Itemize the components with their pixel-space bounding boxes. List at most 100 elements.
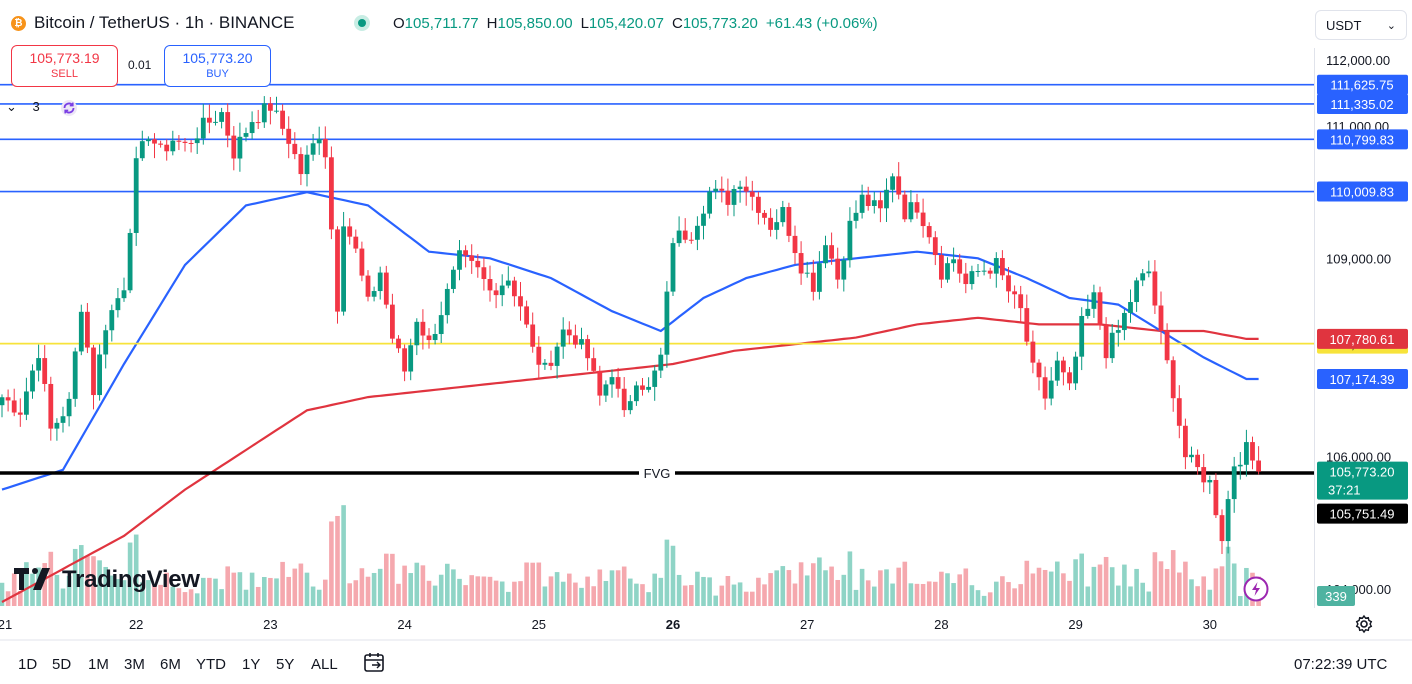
symbol-title[interactable]: Bitcoin / TetherUS · 1h · BINANCE xyxy=(34,13,295,32)
candle-body[interactable] xyxy=(475,260,481,268)
candle-body[interactable] xyxy=(1146,271,1152,274)
candle-body[interactable] xyxy=(133,158,139,233)
candle-body[interactable] xyxy=(585,339,590,359)
candle-body[interactable] xyxy=(1030,341,1036,363)
candle-body[interactable] xyxy=(841,260,847,280)
candle-body[interactable] xyxy=(1042,377,1048,399)
candle-body[interactable] xyxy=(505,280,511,286)
range-button-3m[interactable]: 3M xyxy=(124,656,145,673)
candle-body[interactable] xyxy=(1152,271,1158,306)
candle-body[interactable] xyxy=(701,213,706,226)
buy-button[interactable]: 105,773.20 BUY xyxy=(164,45,271,87)
candle-body[interactable] xyxy=(152,139,157,144)
candle-body[interactable] xyxy=(627,401,633,411)
candle-body[interactable] xyxy=(54,422,60,429)
candle-body[interactable] xyxy=(548,362,554,366)
candle-body[interactable] xyxy=(298,154,304,175)
candle-body[interactable] xyxy=(554,346,560,366)
candle-body[interactable] xyxy=(97,354,102,396)
candle-body[interactable] xyxy=(329,157,334,230)
candle-body[interactable] xyxy=(469,255,475,261)
candle-body[interactable] xyxy=(756,196,761,213)
candle-body[interactable] xyxy=(920,212,926,227)
candle-body[interactable] xyxy=(335,229,340,312)
candle-body[interactable] xyxy=(603,384,609,396)
candle-body[interactable] xyxy=(847,220,853,261)
candle-body[interactable] xyxy=(591,358,597,371)
candle-body[interactable] xyxy=(987,270,993,274)
candle-body[interactable] xyxy=(566,329,572,336)
candle-body[interactable] xyxy=(865,194,871,206)
candle-body[interactable] xyxy=(853,212,859,221)
candle-body[interactable] xyxy=(829,245,834,259)
candle-body[interactable] xyxy=(103,330,109,355)
candle-body[interactable] xyxy=(91,347,96,396)
candle-body[interactable] xyxy=(963,273,969,285)
candle-body[interactable] xyxy=(1006,275,1011,292)
candle-body[interactable] xyxy=(444,288,450,316)
candle-body[interactable] xyxy=(1048,380,1054,399)
candle-body[interactable] xyxy=(902,194,908,220)
market-status-icon[interactable] xyxy=(354,15,370,31)
candle-body[interactable] xyxy=(682,230,688,240)
candle-body[interactable] xyxy=(261,103,267,123)
candle-body[interactable] xyxy=(225,112,231,136)
candle-body[interactable] xyxy=(536,346,542,365)
candle-body[interactable] xyxy=(414,321,420,346)
sell-button[interactable]: 105,773.19 SELL xyxy=(11,45,118,87)
candle-body[interactable] xyxy=(1073,356,1078,384)
candle-body[interactable] xyxy=(579,339,584,345)
range-button-all[interactable]: ALL xyxy=(311,656,338,673)
candle-body[interactable] xyxy=(1061,360,1066,373)
candle-body[interactable] xyxy=(170,140,176,152)
candle-body[interactable] xyxy=(670,243,676,292)
candle-body[interactable] xyxy=(78,311,84,352)
candle-body[interactable] xyxy=(493,290,499,296)
candle-body[interactable] xyxy=(719,188,725,191)
candle-body[interactable] xyxy=(573,335,578,345)
candle-body[interactable] xyxy=(1091,292,1097,309)
candle-body[interactable] xyxy=(951,259,956,264)
candle-body[interactable] xyxy=(1219,515,1225,542)
candle-body[interactable] xyxy=(835,258,841,280)
candle-body[interactable] xyxy=(280,110,285,129)
calendar-icon[interactable] xyxy=(363,651,385,673)
candle-body[interactable] xyxy=(66,398,72,417)
candle-body[interactable] xyxy=(1012,291,1017,295)
range-button-1d[interactable]: 1D xyxy=(18,656,38,673)
candle-body[interactable] xyxy=(1170,360,1176,399)
candle-body[interactable] xyxy=(1085,308,1091,316)
candle-body[interactable] xyxy=(762,212,767,218)
candle-body[interactable] xyxy=(438,315,444,335)
candle-body[interactable] xyxy=(115,298,121,311)
candle-body[interactable] xyxy=(365,275,371,297)
candle-body[interactable] xyxy=(981,270,987,272)
candle-body[interactable] xyxy=(957,259,963,274)
candle-body[interactable] xyxy=(1103,325,1109,359)
candle-body[interactable] xyxy=(353,236,359,249)
sync-icon[interactable] xyxy=(60,99,78,117)
candle-body[interactable] xyxy=(884,189,889,209)
candle-body[interactable] xyxy=(292,143,298,155)
candle-body[interactable] xyxy=(164,144,170,152)
candle-body[interactable] xyxy=(255,122,261,124)
candle-body[interactable] xyxy=(243,133,249,137)
candle-body[interactable] xyxy=(1256,460,1261,472)
candle-body[interactable] xyxy=(597,370,603,396)
candle-body[interactable] xyxy=(1054,360,1060,381)
candle-body[interactable] xyxy=(237,136,243,159)
candle-body[interactable] xyxy=(42,358,48,384)
candle-body[interactable] xyxy=(524,306,529,325)
candle-body[interactable] xyxy=(371,291,377,297)
candle-body[interactable] xyxy=(48,383,54,429)
candle-body[interactable] xyxy=(688,239,694,241)
candle-body[interactable] xyxy=(640,385,645,390)
candle-body[interactable] xyxy=(1158,305,1164,332)
candle-body[interactable] xyxy=(316,138,322,144)
candle-body[interactable] xyxy=(1164,331,1170,361)
candle-body[interactable] xyxy=(200,117,206,139)
candle-body[interactable] xyxy=(420,321,426,336)
candle-body[interactable] xyxy=(274,110,279,112)
candle-body[interactable] xyxy=(426,335,432,341)
candle-body[interactable] xyxy=(890,176,895,190)
